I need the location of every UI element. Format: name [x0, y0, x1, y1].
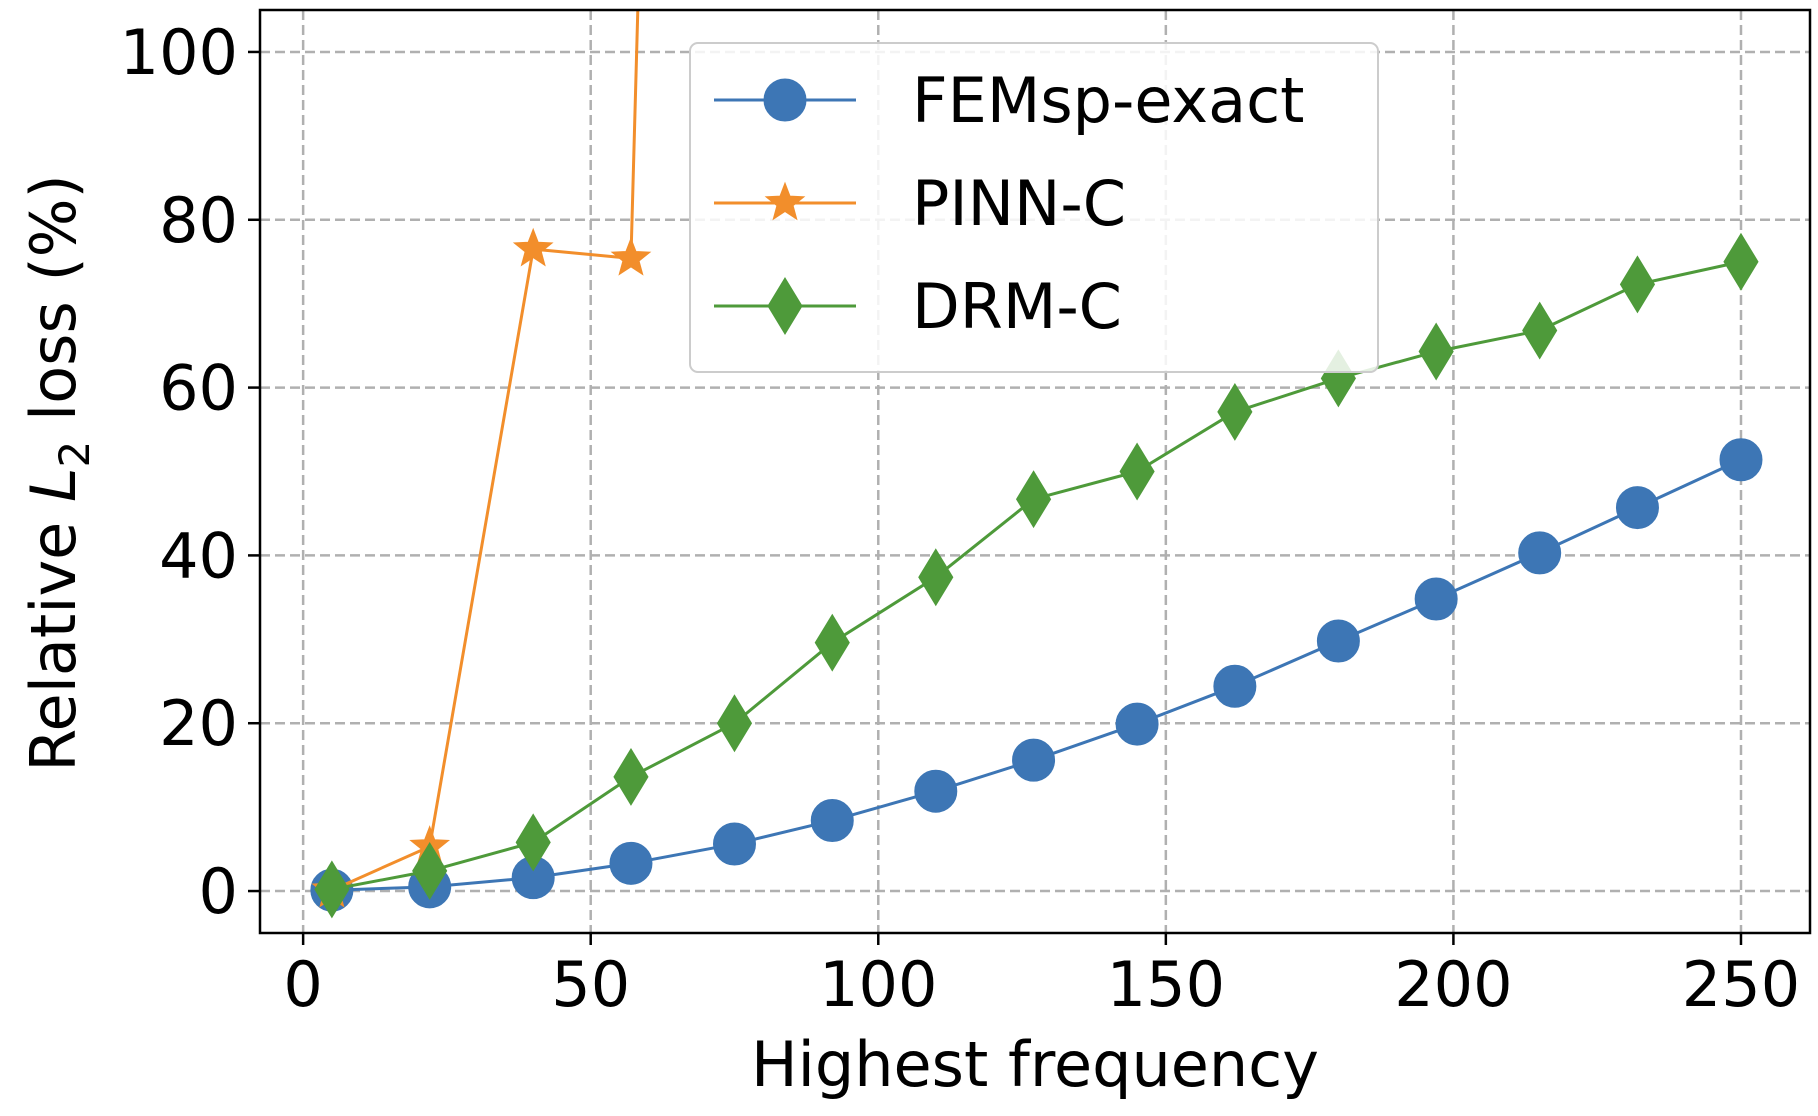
data-point-drm-c [814, 613, 850, 672]
y-tick-label: 40 [159, 519, 238, 592]
data-point-drm-c [1015, 470, 1052, 529]
legend-label: DRM-C [912, 270, 1122, 343]
y-tick-label: 0 [199, 855, 238, 928]
series-line-femsp-exact [331, 458, 1742, 892]
plot-frame [258, 8, 1812, 935]
data-point-femsp-exact [712, 822, 756, 866]
y-tick-label: 80 [159, 184, 238, 257]
data-point-drm-c [918, 548, 954, 607]
legend-entry-femsp-exact: FEMsp-exact [714, 64, 1305, 137]
axis-ticks: 0 50 100 150 200 250 0 20 40 60 80 100 [120, 16, 1800, 1021]
legend-marker-pinn-c [764, 181, 806, 221]
y-tick-label: 20 [159, 687, 238, 760]
y-axis-title: Relative L2 loss (%) [17, 174, 99, 772]
data-point-femsp-exact [1518, 531, 1562, 575]
data-point-pinn-c [512, 227, 554, 267]
legend-label: FEMsp-exact [912, 64, 1305, 137]
data-point-drm-c [1418, 322, 1454, 381]
data-point-drm-c [1619, 255, 1656, 314]
data-point-femsp-exact [1414, 577, 1458, 621]
data-point-drm-c [1119, 442, 1155, 501]
data-point-drm-c [1217, 382, 1253, 441]
legend-marker-drm-c [767, 277, 803, 335]
data-point-femsp-exact [1719, 438, 1763, 482]
y-tick-label: 60 [159, 352, 238, 425]
data-point-drm-c [515, 813, 551, 872]
data-point-drm-c [613, 747, 649, 806]
legend-entry-drm-c: DRM-C [714, 270, 1122, 343]
data-point-drm-c [1522, 301, 1558, 360]
data-point-femsp-exact [1615, 486, 1659, 530]
data-point-drm-c [716, 694, 753, 753]
series-drm-c [314, 232, 1759, 919]
x-tick-label: 100 [819, 948, 937, 1021]
series-pinn-c [311, 10, 652, 908]
data-point-drm-c [314, 860, 350, 919]
data-point-femsp-exact [1213, 664, 1257, 708]
data-point-femsp-exact [914, 769, 958, 813]
series-layer [310, 10, 1763, 919]
data-point-femsp-exact [1316, 619, 1360, 663]
legend-marker-femsp-exact [763, 78, 807, 122]
data-point-pinn-c [610, 236, 652, 276]
data-point-femsp-exact [1115, 702, 1159, 746]
x-tick-label: 200 [1394, 948, 1512, 1021]
legend-box [689, 42, 1379, 373]
legend: FEMsp-exact PINN-C DRM-C [689, 42, 1379, 373]
x-tick-label: 150 [1107, 948, 1225, 1021]
data-point-drm-c [1723, 232, 1759, 291]
x-tick-label: 250 [1682, 948, 1800, 1021]
y-tick-label: 100 [120, 16, 238, 89]
data-point-femsp-exact [1012, 738, 1056, 782]
legend-label: PINN-C [912, 167, 1126, 240]
legend-entry-pinn-c: PINN-C [714, 167, 1126, 240]
series-line-pinn-c [331, 10, 640, 892]
x-axis-title: Highest frequency [751, 1028, 1319, 1101]
x-tick-label: 50 [551, 948, 630, 1021]
data-point-femsp-exact [609, 841, 653, 885]
data-point-drm-c [412, 841, 448, 900]
data-point-femsp-exact [810, 799, 854, 843]
x-tick-label: 0 [283, 948, 322, 1021]
